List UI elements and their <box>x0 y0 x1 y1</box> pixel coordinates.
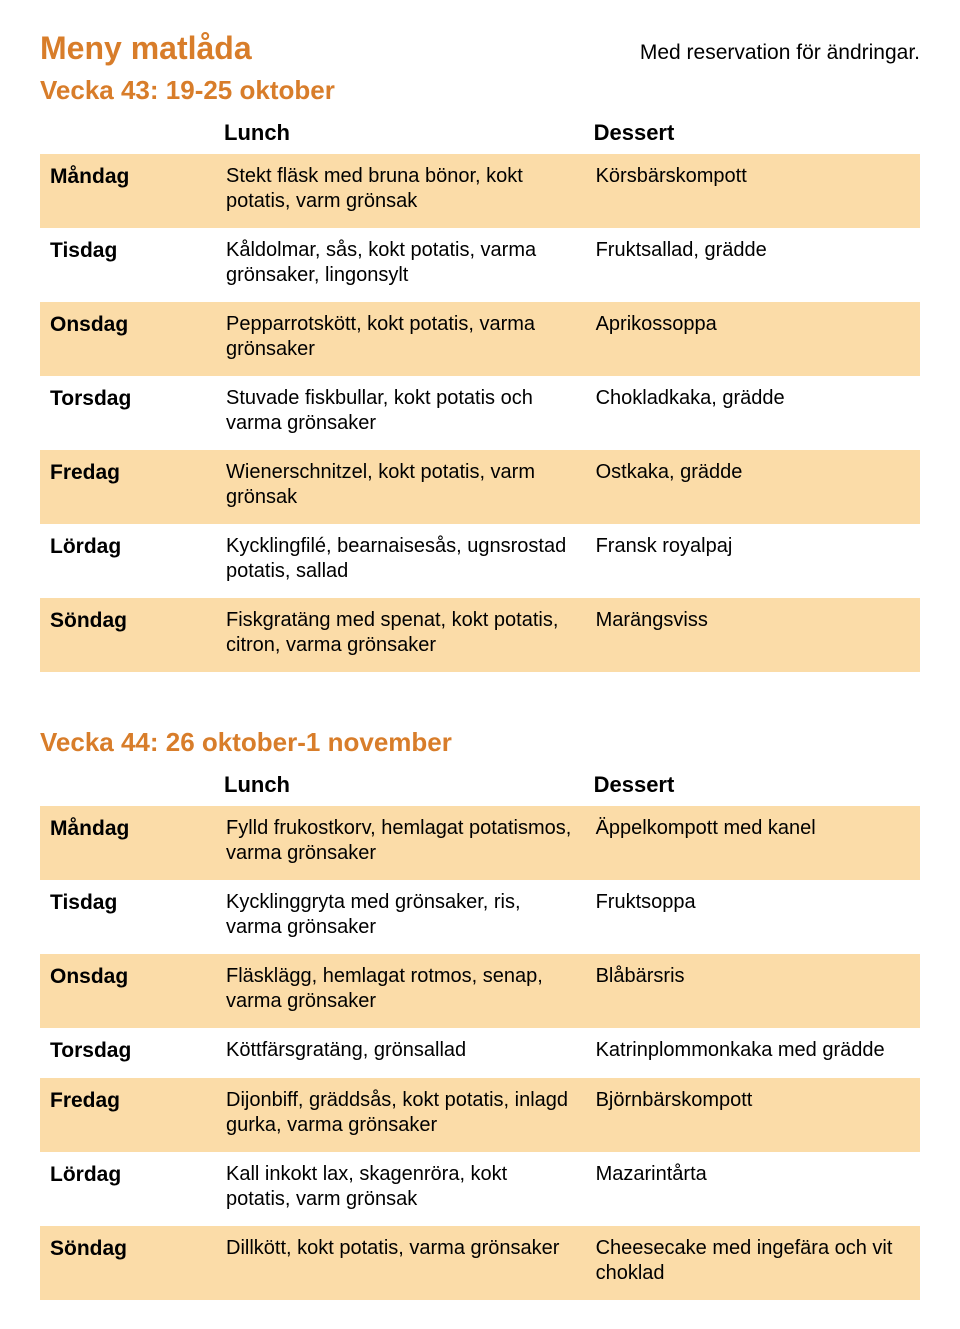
menu-table: LunchDessertMåndagStekt fläsk med bruna … <box>40 113 920 673</box>
menu-row: TorsdagStuvade fiskbullar, kokt potatis … <box>40 376 920 450</box>
dessert-cell: Katrinplommonkaka med grädde <box>586 1028 920 1078</box>
day-name: Lördag <box>40 1152 216 1226</box>
lunch-cell: Stuvade fiskbullar, kokt potatis och var… <box>216 376 586 450</box>
day-name: Tisdag <box>40 228 216 302</box>
dessert-cell: Marängsviss <box>586 598 920 672</box>
col-dessert-header: Dessert <box>586 765 920 807</box>
menu-row: OnsdagPepparrotskött, kokt potatis, varm… <box>40 302 920 376</box>
col-day-header <box>40 113 216 155</box>
day-name: Måndag <box>40 154 216 228</box>
col-day-header <box>40 765 216 807</box>
menu-row: SöndagFiskgratäng med spenat, kokt potat… <box>40 598 920 672</box>
day-name: Fredag <box>40 450 216 524</box>
lunch-cell: Dijonbiff, gräddsås, kokt potatis, inlag… <box>216 1078 586 1152</box>
lunch-cell: Dillkött, kokt potatis, varma grönsaker <box>216 1226 586 1300</box>
day-name: Söndag <box>40 1226 216 1300</box>
day-name: Onsdag <box>40 302 216 376</box>
menu-row: FredagDijonbiff, gräddsås, kokt potatis,… <box>40 1078 920 1152</box>
dessert-cell: Äppelkompott med kanel <box>586 806 920 880</box>
disclaimer-text: Med reservation för ändringar. <box>640 40 920 66</box>
title-row: Meny matlåda Med reservation för ändring… <box>40 28 920 68</box>
menu-table: LunchDessertMåndagFylld frukostkorv, hem… <box>40 765 920 1301</box>
day-name: Fredag <box>40 1078 216 1152</box>
dessert-cell: Björnbärskompott <box>586 1078 920 1152</box>
day-name: Torsdag <box>40 376 216 450</box>
lunch-cell: Kycklingfilé, bearnaisesås, ugnsrostad p… <box>216 524 586 598</box>
day-name: Tisdag <box>40 880 216 954</box>
lunch-cell: Kall inkokt lax, skagenröra, kokt potati… <box>216 1152 586 1226</box>
menu-row: LördagKycklingfilé, bearnaisesås, ugnsro… <box>40 524 920 598</box>
lunch-cell: Fläsklägg, hemlagat rotmos, senap, varma… <box>216 954 586 1028</box>
col-lunch-header: Lunch <box>216 113 586 155</box>
menu-row: LördagKall inkokt lax, skagenröra, kokt … <box>40 1152 920 1226</box>
menu-row: TisdagKåldolmar, sås, kokt potatis, varm… <box>40 228 920 302</box>
dessert-cell: Aprikossoppa <box>586 302 920 376</box>
dessert-cell: Ostkaka, grädde <box>586 450 920 524</box>
menu-row: MåndagStekt fläsk med bruna bönor, kokt … <box>40 154 920 228</box>
lunch-cell: Köttfärsgratäng, grönsallad <box>216 1028 586 1078</box>
lunch-cell: Fylld frukostkorv, hemlagat potatismos, … <box>216 806 586 880</box>
menu-row: MåndagFylld frukostkorv, hemlagat potati… <box>40 806 920 880</box>
dessert-cell: Fruktsallad, grädde <box>586 228 920 302</box>
week-title: Vecka 44: 26 oktober-1 november <box>40 726 920 759</box>
menu-row: TorsdagKöttfärsgratäng, grönsalladKatrin… <box>40 1028 920 1078</box>
lunch-cell: Stekt fläsk med bruna bönor, kokt potati… <box>216 154 586 228</box>
section-gap <box>40 672 920 720</box>
lunch-cell: Kåldolmar, sås, kokt potatis, varma grön… <box>216 228 586 302</box>
lunch-cell: Wienerschnitzel, kokt potatis, varm grön… <box>216 450 586 524</box>
menu-row: SöndagDillkött, kokt potatis, varma grön… <box>40 1226 920 1300</box>
menu-row: FredagWienerschnitzel, kokt potatis, var… <box>40 450 920 524</box>
lunch-cell: Pepparrotskött, kokt potatis, varma grön… <box>216 302 586 376</box>
week-title: Vecka 43: 19-25 oktober <box>40 74 920 107</box>
document-title: Meny matlåda <box>40 28 252 68</box>
day-name: Lördag <box>40 524 216 598</box>
day-name: Söndag <box>40 598 216 672</box>
menu-row: OnsdagFläsklägg, hemlagat rotmos, senap,… <box>40 954 920 1028</box>
dessert-cell: Blåbärsris <box>586 954 920 1028</box>
day-name: Torsdag <box>40 1028 216 1078</box>
lunch-cell: Kycklinggryta med grönsaker, ris, varma … <box>216 880 586 954</box>
dessert-cell: Chokladkaka, grädde <box>586 376 920 450</box>
lunch-cell: Fiskgratäng med spenat, kokt potatis, ci… <box>216 598 586 672</box>
dessert-cell: Fransk royalpaj <box>586 524 920 598</box>
col-lunch-header: Lunch <box>216 765 586 807</box>
dessert-cell: Fruktsoppa <box>586 880 920 954</box>
day-name: Onsdag <box>40 954 216 1028</box>
menu-row: TisdagKycklinggryta med grönsaker, ris, … <box>40 880 920 954</box>
dessert-cell: Mazarintårta <box>586 1152 920 1226</box>
dessert-cell: Cheesecake med ingefära och vit choklad <box>586 1226 920 1300</box>
dessert-cell: Körsbärskompott <box>586 154 920 228</box>
day-name: Måndag <box>40 806 216 880</box>
col-dessert-header: Dessert <box>586 113 920 155</box>
